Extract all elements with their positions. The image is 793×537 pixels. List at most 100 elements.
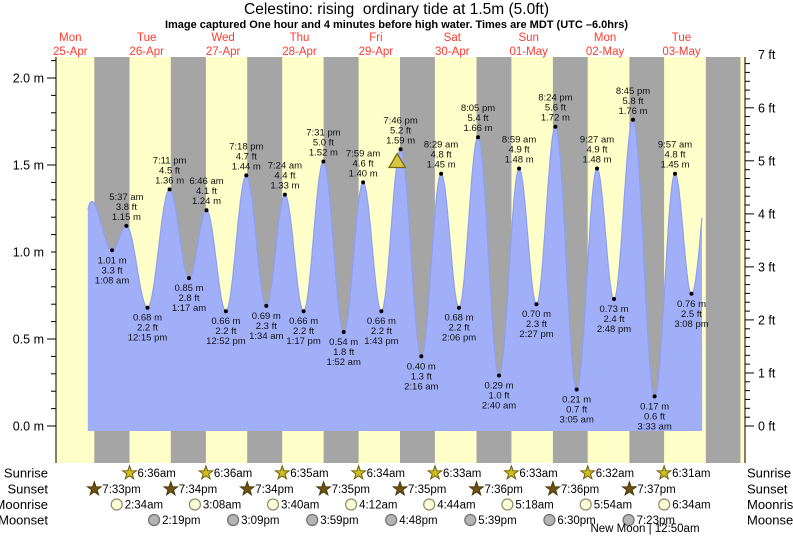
moonset-icon (543, 513, 556, 527)
svg-text:8:24 pm: 8:24 pm (538, 93, 572, 104)
day-label: Fri (369, 32, 382, 44)
day-label-date: 27-Apr (206, 46, 241, 58)
tide-high-label: 8:59 am4.9 ft1.48 m (502, 135, 536, 166)
day-label: Tue (137, 32, 156, 44)
svg-text:7:24 am: 7:24 am (268, 161, 302, 172)
tide-high-label: 8:45 pm5.8 ft1.76 m (616, 86, 650, 117)
svg-text:4.7 ft: 4.7 ft (236, 151, 257, 162)
sunrise-time: 6:31am (672, 468, 710, 480)
day-label-date: 25-Apr (53, 46, 88, 58)
moonrise-time: 5:54am (594, 500, 632, 512)
tide-extremum-dot (321, 159, 326, 164)
axis-label-ft: 6 ft (758, 101, 776, 115)
tide-low-label: 0.29 m1.0 ft2:40 am (482, 381, 516, 412)
svg-text:1.33 m: 1.33 m (270, 181, 299, 192)
svg-text:0.85 m: 0.85 m (174, 283, 203, 294)
tide-extremum-dot (187, 276, 191, 281)
tide-high-label: 5:37 am3.8 ft1.15 m (109, 192, 143, 223)
sunset-time: 7:36pm (485, 484, 523, 496)
moonset-time: 7:23pm (637, 515, 675, 527)
tide-low-label: 0.66 m2.2 ft1:17 pm (286, 316, 320, 347)
axis-label-ft: 5 ft (758, 154, 776, 168)
svg-text:5.0 ft: 5.0 ft (313, 138, 334, 149)
svg-text:4.8 ft: 4.8 ft (664, 150, 685, 161)
svg-text:4.4 ft: 4.4 ft (274, 171, 295, 182)
tide-extremum-dot (553, 124, 558, 129)
tide-extremum-dot (398, 147, 403, 152)
svg-text:3:33 am: 3:33 am (637, 421, 671, 432)
tide-high-label: 7:31 pm5.0 ft1.52 m (306, 128, 340, 159)
svg-text:8:29 am: 8:29 am (424, 140, 458, 151)
moonrise-icon (579, 498, 592, 511)
moonset-time: 6:30pm (557, 515, 595, 527)
axis-label-m: 1.5 m (13, 159, 44, 173)
svg-text:4.9 ft: 4.9 ft (586, 145, 607, 156)
sunset-star-icon (162, 480, 180, 497)
sunrise-star-icon (579, 464, 596, 481)
day-label: Sun (518, 32, 538, 44)
day-label: Tue (672, 32, 691, 44)
moonset-time: 3:59pm (320, 515, 358, 527)
tide-extremum-dot (110, 248, 115, 253)
sunrise-star-icon (121, 464, 138, 481)
svg-text:2:40 am: 2:40 am (482, 401, 516, 412)
moonrise-icon (110, 498, 123, 511)
tide-high-label: 7:46 pm5.2 ft1.59 m (383, 115, 417, 146)
sunrise-star-icon (426, 464, 444, 481)
axis-label-m: 1.0 m (13, 246, 44, 260)
svg-text:1:08 am: 1:08 am (95, 275, 129, 286)
day-label: Mon (594, 32, 616, 44)
day-label-date: 02-May (586, 46, 625, 58)
moonrise-time: 2:34am (125, 500, 163, 512)
svg-text:9:27 am: 9:27 am (580, 135, 614, 146)
tide-extremum-dot (652, 394, 657, 399)
capture-time-marker (387, 152, 407, 169)
svg-text:5.4 ft: 5.4 ft (467, 113, 488, 124)
sunset-star-icon (544, 480, 562, 497)
svg-text:1.52 m: 1.52 m (309, 148, 338, 159)
sunset-star-icon (238, 480, 256, 497)
tide-extremum-dot (689, 291, 694, 296)
tide-low-label: 1.01 m3.3 ft1:08 am (95, 255, 129, 286)
tide-low-label: 0.66 m2.2 ft1:43 pm (364, 316, 398, 347)
svg-text:3:05 am: 3:05 am (560, 415, 594, 426)
svg-text:8:05 pm: 8:05 pm (461, 103, 495, 114)
moonset-icon (306, 513, 319, 527)
sunset-star-icon (468, 480, 485, 497)
svg-text:7:11 pm: 7:11 pm (153, 155, 187, 166)
moonset-icon (385, 513, 398, 527)
svg-text:2.3 ft: 2.3 ft (526, 319, 547, 330)
day-label: Mon (59, 32, 81, 44)
sunset-time: 7:35pm (332, 484, 370, 496)
svg-text:8:59 am: 8:59 am (502, 135, 536, 146)
tide-extremum-dot (457, 305, 461, 310)
sunrise-time: 6:35am (290, 468, 328, 480)
tide-extremum-dot (282, 192, 287, 197)
svg-text:7:18 pm: 7:18 pm (229, 141, 263, 152)
moonrise-time: 3:40am (281, 500, 319, 512)
tide-extremum-dot (167, 187, 172, 192)
tide-extremum-dot (574, 387, 579, 392)
row-label-left-moonrise: Moonrise (0, 497, 48, 512)
moonrise-icon (345, 498, 358, 511)
axis-label-m: 0.5 m (13, 333, 44, 347)
svg-text:0.6 ft: 0.6 ft (644, 411, 665, 422)
svg-text:0.66 m: 0.66 m (211, 316, 240, 327)
svg-text:1:34 am: 1:34 am (249, 331, 283, 342)
tide-high-label: 7:24 am4.4 ft1.33 m (268, 161, 302, 192)
svg-text:0.54 m: 0.54 m (329, 337, 358, 348)
svg-text:2.2 ft: 2.2 ft (137, 323, 158, 334)
night-band (705, 57, 741, 463)
tide-extremum-dot (595, 166, 599, 171)
svg-text:5.6 ft: 5.6 ft (545, 103, 566, 114)
tide-high-label: 8:05 pm5.4 ft1.66 m (461, 103, 495, 134)
svg-text:5:37 am: 5:37 am (109, 192, 143, 203)
svg-text:1.45 m: 1.45 m (660, 160, 689, 171)
svg-text:12:52 pm: 12:52 pm (206, 336, 246, 347)
moonrise-time: 4:12am (359, 500, 397, 512)
svg-text:2.8 ft: 2.8 ft (178, 293, 199, 304)
tide-extremum-dot (361, 180, 366, 185)
tide-extremum-dot (476, 135, 480, 140)
tide-low-label: 0.73 m2.4 ft2:48 pm (597, 304, 631, 335)
sunrise-time: 6:33am (519, 468, 557, 480)
